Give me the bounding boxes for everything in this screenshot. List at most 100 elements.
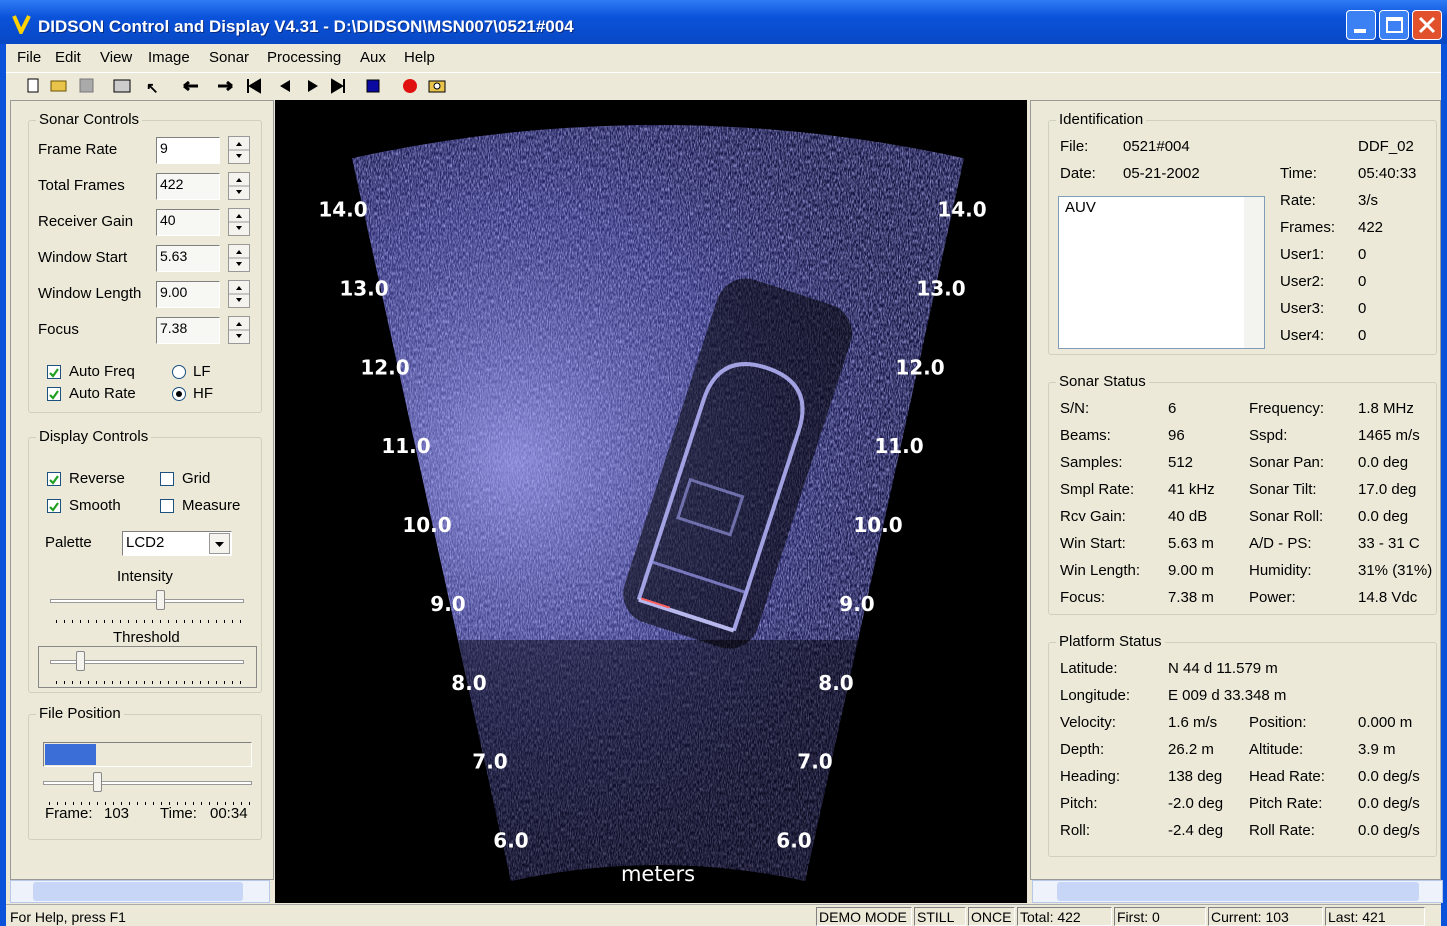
range-label-right: 7.0	[797, 750, 832, 774]
group-title: File Position	[36, 705, 124, 723]
slider-tick	[216, 681, 217, 684]
status-label: Samples:	[1060, 454, 1123, 471]
left-scrollbar[interactable]	[10, 880, 270, 903]
slider-tick	[105, 802, 106, 805]
slider-tick	[81, 802, 82, 805]
slider-tick	[169, 802, 170, 805]
menu-item[interactable]: Help	[404, 49, 435, 66]
radio-dot	[176, 391, 182, 397]
id-value: 422	[1358, 219, 1384, 236]
menu-item[interactable]: Aux	[360, 49, 386, 66]
left-panel	[10, 100, 274, 880]
slider-tick	[200, 681, 201, 684]
status-pane: Total: 422	[1017, 907, 1112, 926]
radio-button[interactable]	[172, 387, 186, 401]
minimize-glyph	[1354, 29, 1366, 33]
slider-tick	[160, 681, 161, 684]
field-value: 422	[160, 176, 184, 192]
id-label: User4:	[1280, 327, 1325, 344]
notes-box[interactable]: AUV	[1058, 196, 1265, 349]
text-input[interactable]: 7.38	[156, 317, 220, 344]
range-label-left: 8.0	[451, 671, 486, 695]
text-input[interactable]: 422	[156, 173, 220, 200]
status-label: Sonar Roll:	[1249, 508, 1324, 525]
slider-thumb[interactable]	[76, 651, 85, 671]
scroll-thumb[interactable]	[1057, 882, 1419, 901]
slider-thumb[interactable]	[93, 772, 102, 792]
status-pane: Last: 421	[1325, 907, 1425, 926]
spin-button[interactable]	[228, 208, 250, 236]
slider-tick	[120, 681, 121, 684]
check-mark	[49, 475, 59, 485]
maximize-button[interactable]	[1379, 10, 1409, 40]
close-button[interactable]	[1412, 10, 1442, 40]
slider-tick	[120, 620, 121, 623]
status-label: Frequency:	[1249, 400, 1325, 417]
status-label: Rcv Gain:	[1060, 508, 1126, 525]
checkbox[interactable]	[47, 365, 61, 379]
status-label: Power:	[1249, 589, 1296, 606]
slider-tick	[185, 802, 186, 805]
checkbox[interactable]	[160, 472, 174, 486]
slider-tick	[240, 681, 241, 684]
text-input[interactable]: 5.63	[156, 245, 220, 272]
status-value: 26.2 m	[1168, 741, 1214, 758]
toolbar: ↖	[6, 72, 1441, 100]
spin-button[interactable]	[228, 136, 250, 164]
spin-arrows	[229, 214, 249, 230]
id-value: 05:40:33	[1358, 165, 1417, 182]
slider-tick	[144, 620, 145, 623]
checkbox[interactable]	[47, 387, 61, 401]
range-label-left: 10.0	[402, 513, 451, 537]
spin-button[interactable]	[228, 244, 250, 272]
slider-tick	[152, 620, 153, 623]
right-scrollbar[interactable]	[1032, 880, 1443, 903]
field-label: Total Frames	[38, 177, 125, 194]
field-label: Window Length	[38, 285, 142, 302]
checkbox-label: Smooth	[69, 497, 121, 514]
menu-item[interactable]: Image	[148, 49, 190, 66]
slider-tick	[80, 681, 81, 684]
checkbox-label: Grid	[182, 470, 211, 487]
spin-button[interactable]	[228, 172, 250, 200]
spin-arrows	[229, 286, 249, 302]
spin-button[interactable]	[228, 280, 250, 308]
minimize-button[interactable]	[1346, 10, 1376, 40]
text-input[interactable]: 9.00	[156, 281, 220, 308]
field-label: Receiver Gain	[38, 213, 134, 230]
status-value: 0.0 deg	[1358, 454, 1409, 471]
group-box	[1048, 382, 1437, 615]
checkbox[interactable]	[160, 499, 174, 513]
menu-item[interactable]: File	[17, 49, 42, 66]
slider-tick	[88, 620, 89, 623]
status-bar	[6, 904, 1441, 926]
field-value: 5.63	[160, 248, 188, 264]
menu-item[interactable]: Processing	[267, 49, 342, 66]
slider-tick	[176, 620, 177, 623]
radio-button[interactable]	[172, 365, 186, 379]
slider-thumb[interactable]	[156, 590, 165, 610]
status-label: Pitch:	[1060, 795, 1098, 812]
status-label: Latitude:	[1060, 660, 1118, 677]
status-label: Depth:	[1060, 741, 1105, 758]
status-value: 3.9 m	[1358, 741, 1396, 758]
threshold-frame	[38, 646, 257, 688]
combo-button[interactable]	[209, 533, 230, 554]
text-input[interactable]: 9	[156, 137, 220, 164]
time-label: Time:	[160, 805, 197, 822]
menu-item[interactable]: Edit	[55, 49, 81, 66]
palette-combo[interactable]: LCD2	[122, 531, 232, 556]
menu-item[interactable]: View	[100, 49, 133, 66]
progress-bar	[43, 742, 252, 767]
group-box	[28, 120, 262, 413]
checkbox[interactable]	[47, 472, 61, 486]
status-value: E 009 d 33.348 m	[1168, 687, 1287, 704]
check-mark	[49, 502, 59, 512]
spin-button[interactable]	[228, 316, 250, 344]
scroll-thumb[interactable]	[33, 882, 243, 901]
menu-item[interactable]: Sonar	[209, 49, 250, 66]
text-input[interactable]: 40	[156, 209, 220, 236]
slider-tick	[96, 620, 97, 623]
checkbox[interactable]	[47, 499, 61, 513]
status-value: 6	[1168, 400, 1177, 417]
